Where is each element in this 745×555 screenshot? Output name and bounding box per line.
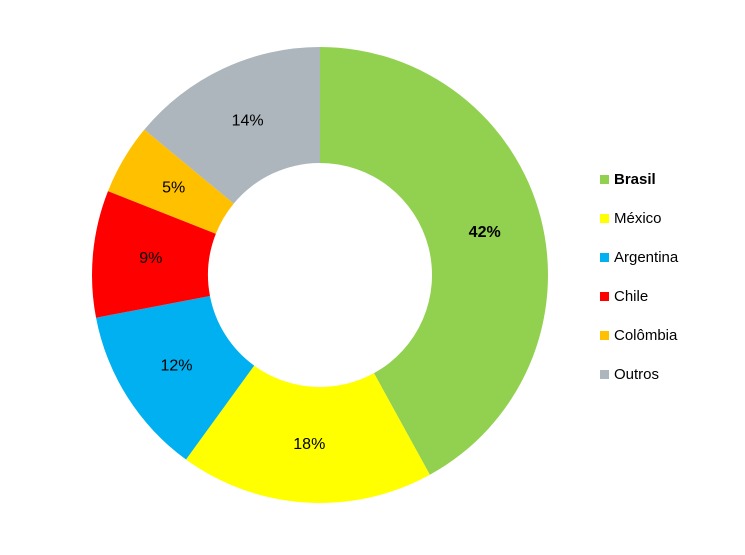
legend-item-colombia: Colômbia	[600, 316, 678, 355]
legend-label-outros: Outros	[614, 366, 660, 383]
donut-slices	[92, 47, 549, 504]
legend-swatch-outros	[600, 370, 609, 379]
legend-label-brasil: Brasil	[614, 171, 656, 188]
chart-legend: Brasil México Argentina Chile Colômbia Outros	[600, 160, 678, 394]
legend-swatch-chile	[600, 292, 609, 301]
legend-label-argentina: Argentina	[614, 249, 679, 266]
data-label-outros: 14%	[232, 112, 264, 129]
legend-label-mexico: México	[614, 210, 662, 227]
slice-brasil	[320, 47, 549, 475]
legend-item-mexico: México	[600, 199, 678, 238]
legend-swatch-argentina	[600, 253, 609, 262]
legend-swatch-mexico	[600, 214, 609, 223]
legend-item-outros: Outros	[600, 355, 678, 394]
data-label-argentina: 12%	[160, 357, 192, 374]
slice-argentina	[96, 295, 255, 460]
slice-mexico	[185, 365, 430, 504]
donut-slice-labels: 42% 18% 12% 9% 5% 14%	[139, 112, 500, 453]
slice-chile	[92, 191, 216, 318]
slice-outros	[144, 47, 320, 204]
legend-item-chile: Chile	[600, 277, 678, 316]
legend-label-chile: Chile	[614, 288, 649, 305]
data-label-colombia: 5%	[162, 180, 185, 197]
slice-colombia	[108, 129, 234, 234]
data-label-mexico: 18%	[293, 436, 325, 453]
legend-swatch-colombia	[600, 331, 609, 340]
data-label-chile: 9%	[139, 250, 162, 267]
data-label-brasil: 42%	[469, 224, 501, 241]
legend-item-argentina: Argentina	[600, 238, 678, 277]
legend-item-brasil: Brasil	[600, 160, 678, 199]
legend-label-colombia: Colômbia	[614, 327, 678, 344]
legend-swatch-brasil	[600, 175, 609, 184]
